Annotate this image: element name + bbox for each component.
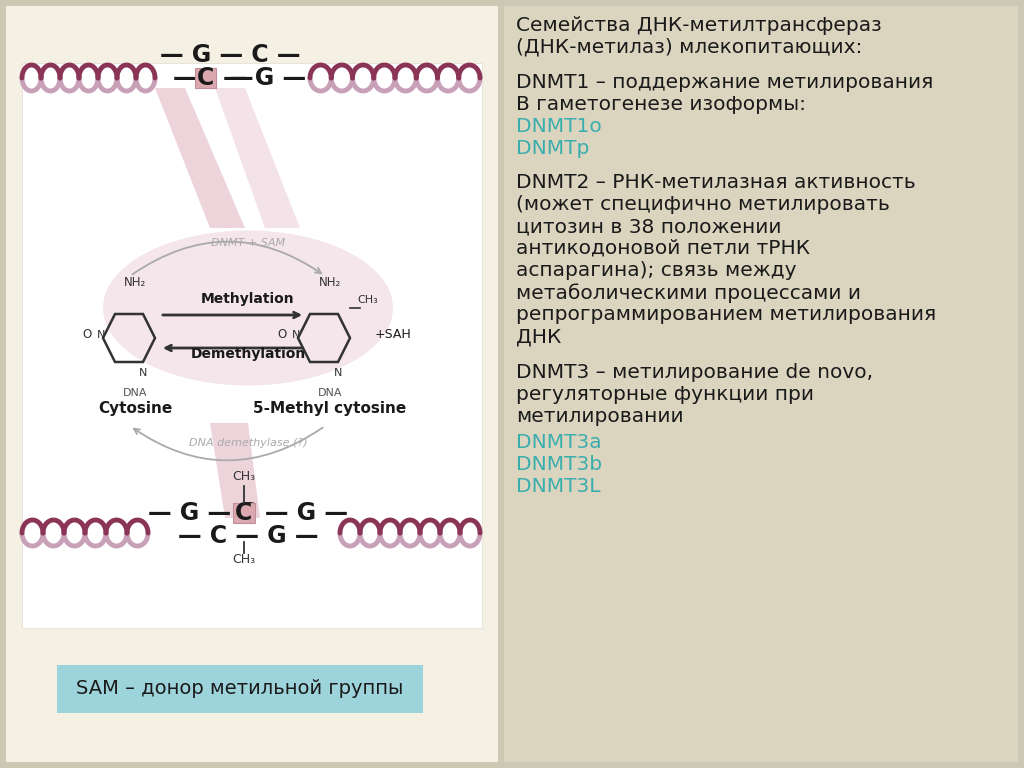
Text: DNMT3 – метилирование de novo,: DNMT3 – метилирование de novo, xyxy=(516,363,873,382)
Text: DNMT3a: DNMT3a xyxy=(516,433,602,452)
Text: DNMT1 – поддержание метилирования: DNMT1 – поддержание метилирования xyxy=(516,73,933,92)
Text: метилировании: метилировании xyxy=(516,407,684,426)
Text: N: N xyxy=(292,330,300,340)
Text: репрограммированием метилирования: репрограммированием метилирования xyxy=(516,305,936,324)
Text: CH₃: CH₃ xyxy=(232,470,256,483)
Text: (ДНК-метилаз) млекопитающих:: (ДНК-метилаз) млекопитающих: xyxy=(516,38,862,57)
Text: —: — xyxy=(230,66,262,90)
Text: O: O xyxy=(82,328,91,341)
Text: антикодоновой петли тРНК: антикодоновой петли тРНК xyxy=(516,239,810,258)
Text: — G — C —: — G — C — xyxy=(160,43,300,67)
FancyBboxPatch shape xyxy=(504,6,1018,762)
Text: +SAH: +SAH xyxy=(375,328,412,341)
Text: — C — G —: — C — G — xyxy=(178,524,318,548)
Text: C: C xyxy=(197,66,214,90)
Text: NH₂: NH₂ xyxy=(124,276,146,289)
Text: CH₃: CH₃ xyxy=(232,553,256,566)
Text: C: C xyxy=(236,501,253,525)
Text: DNMT + SAM: DNMT + SAM xyxy=(211,238,285,248)
Text: 5-Methyl cytosine: 5-Methyl cytosine xyxy=(253,401,407,416)
FancyBboxPatch shape xyxy=(22,63,482,628)
Text: NH₂: NH₂ xyxy=(318,276,341,289)
Text: В гаметогенезе изоформы:: В гаметогенезе изоформы: xyxy=(516,95,806,114)
Text: Methylation: Methylation xyxy=(201,292,295,306)
Text: аспарагина); связь между: аспарагина); связь между xyxy=(516,261,797,280)
FancyBboxPatch shape xyxy=(57,665,423,713)
Text: метаболическими процессами и: метаболическими процессами и xyxy=(516,283,861,303)
Text: (может специфично метилировать: (может специфично метилировать xyxy=(516,195,890,214)
Text: Demethylation: Demethylation xyxy=(190,347,305,361)
Ellipse shape xyxy=(103,230,393,386)
Text: регуляторные функции при: регуляторные функции при xyxy=(516,385,814,404)
Text: Cytosine: Cytosine xyxy=(98,401,172,416)
Text: — G — C — G —: — G — C — G — xyxy=(148,501,348,525)
Text: — G —: — G — xyxy=(223,66,306,90)
Text: ДНК: ДНК xyxy=(516,327,561,346)
FancyBboxPatch shape xyxy=(6,6,498,762)
Text: SAM – донор метильной группы: SAM – донор метильной группы xyxy=(77,680,403,699)
Text: —: — xyxy=(173,66,197,90)
Polygon shape xyxy=(215,88,300,228)
Text: Семейства ДНК-метилтрансфераз: Семейства ДНК-метилтрансфераз xyxy=(516,16,882,35)
Text: DNMT3L: DNMT3L xyxy=(516,477,600,496)
Text: DNMT2 – РНК-метилазная активность: DNMT2 – РНК-метилазная активность xyxy=(516,173,915,192)
Text: DNA: DNA xyxy=(123,388,147,398)
Text: N: N xyxy=(334,368,342,378)
Text: N: N xyxy=(97,330,105,340)
FancyBboxPatch shape xyxy=(233,503,255,523)
Text: DNMTp: DNMTp xyxy=(516,139,590,158)
Text: DNMT3b: DNMT3b xyxy=(516,455,602,474)
Polygon shape xyxy=(155,88,245,228)
Text: O: O xyxy=(278,328,287,341)
Text: DNA demethylase (?): DNA demethylase (?) xyxy=(188,438,307,448)
Polygon shape xyxy=(210,423,260,518)
FancyBboxPatch shape xyxy=(195,68,216,88)
Text: N: N xyxy=(139,368,147,378)
Text: CH₃: CH₃ xyxy=(357,295,379,305)
Text: DNA: DNA xyxy=(317,388,342,398)
Text: DNMT1o: DNMT1o xyxy=(516,117,602,136)
Text: цитозин в 38 положении: цитозин в 38 положении xyxy=(516,217,781,236)
